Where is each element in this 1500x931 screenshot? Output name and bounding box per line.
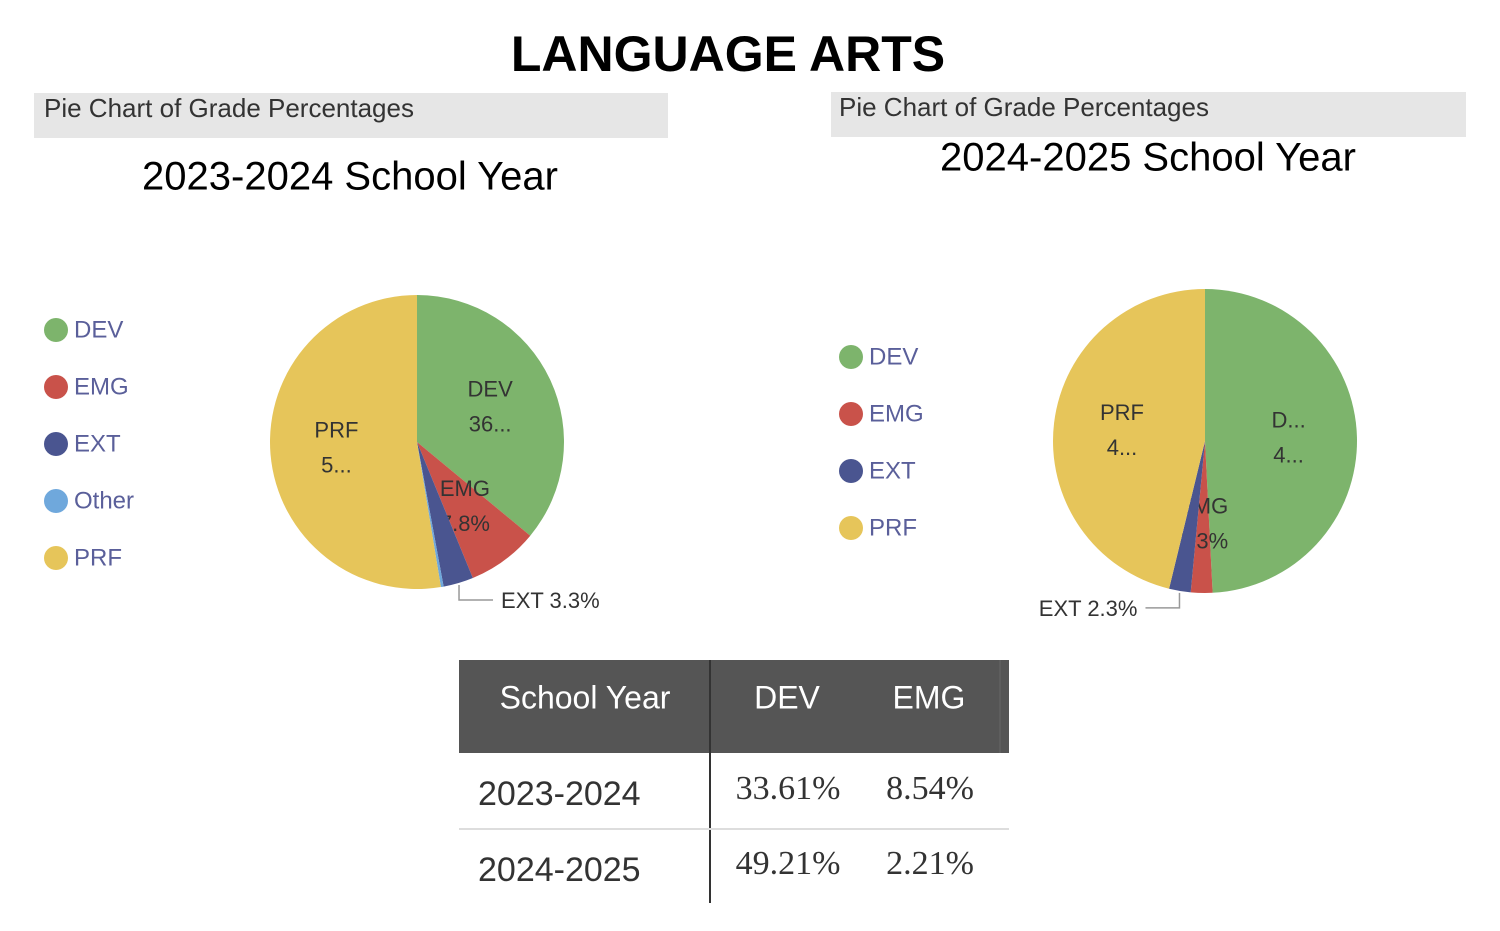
legend-swatch — [44, 432, 68, 456]
data-label: EXT 3.3% — [501, 588, 600, 613]
legend-swatch — [839, 345, 863, 369]
panel-header-text: Pie Chart of Grade Percentages — [44, 93, 414, 123]
pie-slice — [417, 442, 473, 587]
data-label-name: EXT — [501, 588, 543, 613]
legend-label: PRF — [869, 514, 917, 541]
table: School Year DEV EMG 2023-2024 33.61% 8.5… — [459, 660, 1009, 903]
data-label: EMG — [440, 476, 490, 501]
pie-slice — [417, 295, 564, 536]
table-cell: 2024-2025 — [478, 851, 641, 889]
page-title: LANGUAGE ARTS — [511, 26, 945, 82]
data-label: 36... — [469, 411, 512, 436]
table-cell: 2023-2024 — [478, 775, 641, 813]
table-cell: 49.21% — [736, 845, 841, 882]
pie-slice — [417, 442, 531, 578]
legend-swatch — [839, 516, 863, 540]
pie-slice — [270, 295, 441, 589]
column-header: School Year — [500, 679, 671, 715]
data-label-name: EXT — [1039, 596, 1081, 621]
leader-line — [1145, 592, 1181, 609]
data-label: EXT 2.3% — [1039, 596, 1138, 621]
pie-slice — [1169, 441, 1205, 593]
legend-swatch — [44, 489, 68, 513]
leader-line — [458, 584, 494, 601]
legend-swatch — [839, 459, 863, 483]
legend-swatch — [44, 318, 68, 342]
data-label: 5... — [321, 452, 352, 477]
table-cell: 8.54% — [886, 770, 974, 807]
pie-slice — [1053, 289, 1205, 589]
pie-slice — [1205, 289, 1358, 593]
data-label: 4... — [1273, 443, 1304, 468]
data-label-value: 3.3% — [550, 588, 600, 613]
chart-title: 2024-2025 School Year — [940, 136, 1356, 180]
data-label: PRF — [314, 417, 358, 442]
data-label: PRF — [1100, 400, 1144, 425]
table-header — [459, 660, 1009, 753]
legend-label: EXT — [869, 457, 916, 484]
legend-label: EMG — [869, 400, 924, 427]
data-label: DEV — [468, 376, 514, 401]
panel-header-text: Pie Chart of Grade Percentages — [839, 92, 1209, 122]
legend-label: Other — [74, 487, 134, 514]
pie-slice — [417, 442, 444, 588]
legend-label: EMG — [74, 373, 129, 400]
legend-label: DEV — [869, 343, 918, 370]
chart-title: 2023-2024 School Year — [142, 155, 558, 199]
panel-header — [831, 92, 1466, 137]
table-cell: 33.61% — [736, 770, 841, 807]
pie-slice — [1190, 441, 1213, 594]
legend-swatch — [44, 546, 68, 570]
table-cell: 2.21% — [886, 845, 974, 882]
legend-label: DEV — [74, 316, 123, 343]
legend-label: PRF — [74, 544, 122, 571]
data-label: D... — [1271, 408, 1305, 433]
column-header: EMG — [893, 679, 966, 715]
legend-label: EXT — [74, 430, 121, 457]
column-header: DEV — [754, 679, 820, 715]
panel-header — [34, 93, 668, 138]
data-label: 4... — [1107, 435, 1138, 460]
legend-swatch — [839, 402, 863, 426]
data-label-value: 2.3% — [1087, 596, 1137, 621]
legend-swatch — [44, 375, 68, 399]
